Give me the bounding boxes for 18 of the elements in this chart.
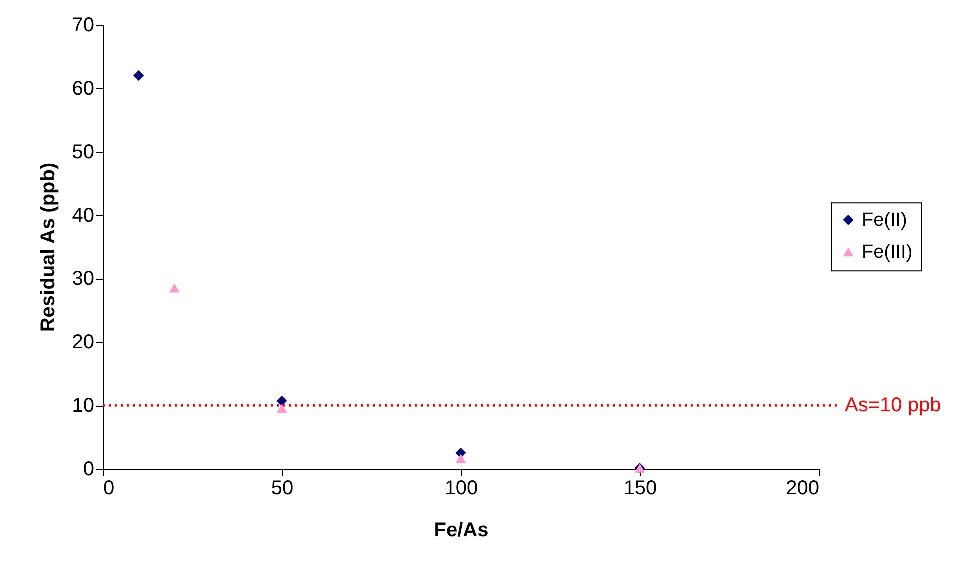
y-tick-label: 0 xyxy=(83,458,94,480)
x-tick-label: 50 xyxy=(271,478,294,500)
y-tick-label: 10 xyxy=(72,395,94,418)
y-tick-label: 40 xyxy=(72,204,94,227)
x-tick-label: 0 xyxy=(104,478,115,500)
legend-label: Fe(III) xyxy=(862,242,913,264)
x-tick-label: 200 xyxy=(786,478,820,500)
y-tick-label: 20 xyxy=(72,332,94,354)
y-tick-label: 60 xyxy=(72,78,94,100)
x-tick-label: 150 xyxy=(624,478,658,500)
legend-label: Fe(II) xyxy=(862,210,908,232)
y-tick-label: 50 xyxy=(72,141,94,164)
y-tick-label: 30 xyxy=(72,268,94,290)
y-tick-label: 70 xyxy=(72,14,94,36)
ref-line-label: As=10 ppb xyxy=(845,394,942,417)
x-axis-title: Fe/As xyxy=(434,520,489,542)
x-tick-label: 100 xyxy=(444,478,478,500)
y-axis-title: Residual As (ppb) xyxy=(37,162,60,332)
